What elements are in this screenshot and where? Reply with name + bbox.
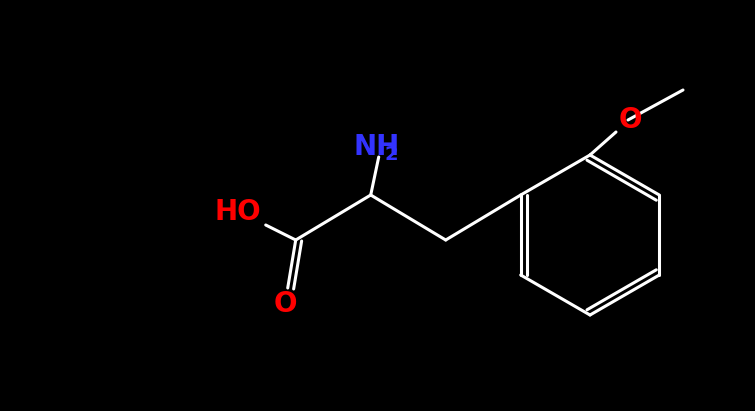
Text: O: O [274,290,297,318]
Text: NH: NH [353,133,400,161]
Text: HO: HO [214,198,261,226]
Text: 2: 2 [384,145,398,164]
Text: O: O [618,106,642,134]
